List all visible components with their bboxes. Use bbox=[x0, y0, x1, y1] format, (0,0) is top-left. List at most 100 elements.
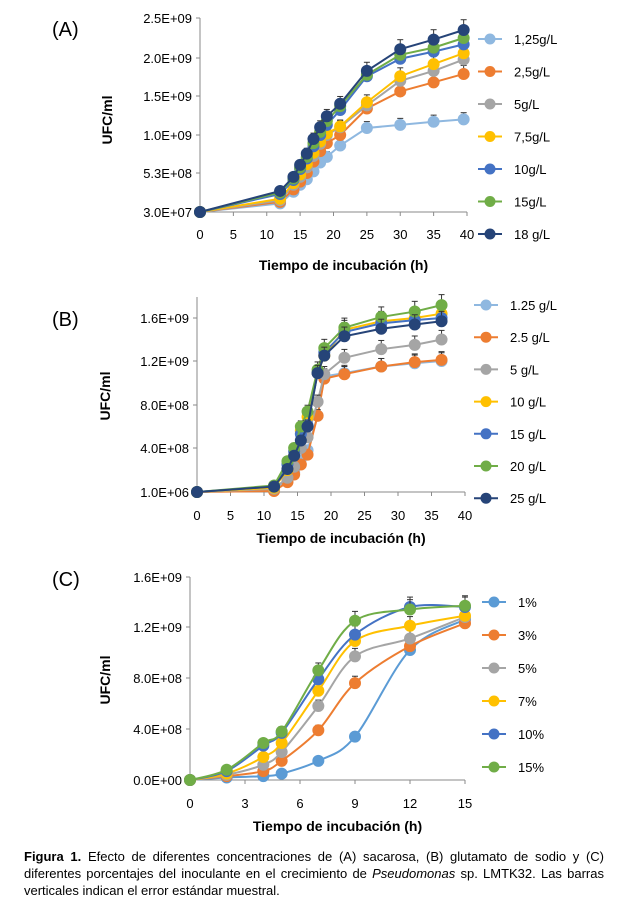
caption-text-1: Efecto de diferentes concentraciones de … bbox=[24, 849, 604, 881]
data-point bbox=[318, 349, 331, 362]
y-tick-label: 1.5E+09 bbox=[143, 89, 192, 104]
data-point bbox=[334, 139, 347, 152]
data-point bbox=[404, 619, 416, 632]
y-tick-label: 2.5E+09 bbox=[143, 11, 192, 26]
data-point bbox=[300, 147, 313, 160]
series-line bbox=[189, 618, 466, 781]
data-point bbox=[360, 64, 373, 77]
data-point bbox=[404, 632, 416, 645]
data-point bbox=[334, 97, 347, 110]
series-6 bbox=[184, 595, 471, 786]
legend-marker bbox=[488, 629, 500, 641]
legend-label: 18 g/L bbox=[514, 227, 550, 242]
data-point bbox=[320, 110, 333, 123]
x-tick-label: 20 bbox=[326, 227, 340, 242]
data-point bbox=[220, 763, 233, 776]
x-tick-label: 40 bbox=[460, 227, 474, 242]
legend-marker bbox=[484, 66, 496, 77]
data-point bbox=[294, 434, 307, 447]
series-7 bbox=[191, 310, 448, 498]
data-point bbox=[288, 449, 301, 462]
legend-marker bbox=[484, 228, 496, 240]
data-point bbox=[457, 24, 470, 36]
y-tick-label: 4.0E+08 bbox=[140, 441, 189, 456]
legend-marker bbox=[484, 33, 496, 45]
data-point bbox=[349, 730, 361, 743]
data-point bbox=[275, 725, 288, 738]
data-point bbox=[375, 322, 388, 335]
y-axis-title: UFC/ml bbox=[97, 656, 113, 705]
x-axis-title: Tiempo de incubación (h) bbox=[253, 818, 422, 834]
y-tick-label: 1.2E+09 bbox=[133, 620, 182, 635]
figure-charts: (A) 3.0E+07 5.3E+08 1.0E+09 1.5E+09 2.0E+09 2.… bbox=[52, 11, 557, 834]
legend-label: 1% bbox=[518, 595, 537, 610]
y-tick-label: 0.0E+00 bbox=[133, 773, 182, 788]
data-point bbox=[408, 318, 421, 331]
y-tick-label: 5.3E+08 bbox=[143, 166, 192, 181]
legend-label: 7% bbox=[518, 694, 537, 709]
y-tick-label: 1.6E+09 bbox=[140, 311, 189, 326]
data-point bbox=[307, 133, 320, 146]
y-tick-label: 8.0E+08 bbox=[140, 398, 189, 413]
chart-panel-1: (A) 3.0E+07 5.3E+08 1.0E+09 1.5E+09 2.0E+09 2.… bbox=[52, 11, 557, 273]
figure-caption: Figura 1. Efecto de diferentes concentra… bbox=[24, 848, 604, 899]
legend-label: 1,25g/L bbox=[514, 32, 557, 47]
data-point bbox=[349, 677, 361, 690]
legend-marker bbox=[480, 492, 492, 504]
caption-organism: Pseudomonas bbox=[372, 866, 456, 881]
x-tick-label: 15 bbox=[290, 508, 304, 523]
x-tick-label: 30 bbox=[393, 227, 407, 242]
panel-label: (C) bbox=[52, 569, 80, 591]
x-tick-label: 0 bbox=[196, 227, 203, 242]
data-point bbox=[314, 121, 327, 134]
y-tick-label: 1.0E+06 bbox=[140, 485, 189, 500]
data-point bbox=[334, 120, 347, 133]
series-1 bbox=[184, 609, 471, 786]
data-point bbox=[408, 356, 421, 369]
x-tick-label: 0 bbox=[193, 508, 200, 523]
legend-marker bbox=[488, 728, 500, 740]
data-point bbox=[435, 353, 448, 366]
legend-label: 2,5g/L bbox=[514, 65, 550, 80]
data-point bbox=[435, 299, 448, 312]
legend-marker bbox=[480, 331, 492, 343]
y-tick-label: 1.2E+09 bbox=[140, 354, 189, 369]
x-tick-label: 5 bbox=[227, 508, 234, 523]
data-point bbox=[427, 115, 440, 128]
data-point bbox=[274, 184, 287, 197]
legend-marker bbox=[488, 662, 500, 674]
data-point bbox=[360, 96, 373, 109]
legend-marker bbox=[484, 131, 496, 142]
data-point bbox=[257, 751, 270, 764]
data-point bbox=[349, 650, 361, 663]
data-point bbox=[427, 58, 440, 71]
x-tick-label: 15 bbox=[293, 227, 307, 242]
data-point bbox=[312, 684, 325, 697]
x-tick-label: 20 bbox=[324, 508, 338, 523]
x-tick-label: 5 bbox=[230, 227, 237, 242]
legend-marker bbox=[488, 596, 500, 608]
legend-label: 7,5g/L bbox=[514, 130, 550, 145]
data-point bbox=[457, 67, 470, 80]
y-tick-label: 8.0E+08 bbox=[133, 671, 182, 686]
data-point bbox=[375, 360, 388, 373]
legend-label: 20 g/L bbox=[510, 459, 546, 474]
panel-label: (A) bbox=[52, 19, 79, 41]
data-point bbox=[435, 333, 448, 346]
x-tick-label: 10 bbox=[260, 227, 274, 242]
series-7 bbox=[194, 19, 470, 218]
legend-label: 10 g/L bbox=[510, 395, 546, 410]
caption-label: Figura 1. bbox=[24, 849, 82, 864]
chart-panel-2: (B) 1.0E+06 4.0E+08 8.0E+08 1.2E+09 1.6E+09 0 5… bbox=[52, 294, 557, 546]
data-point bbox=[287, 170, 300, 183]
data-point bbox=[312, 754, 325, 767]
data-point bbox=[394, 70, 407, 83]
series-2 bbox=[194, 64, 470, 218]
data-point bbox=[360, 121, 373, 134]
series-3 bbox=[184, 606, 471, 786]
legend-label: 5% bbox=[518, 661, 537, 676]
legend-marker bbox=[480, 428, 492, 440]
legend-label: 3% bbox=[518, 628, 537, 643]
panel-label: (B) bbox=[52, 309, 79, 331]
legend-label: 1.25 g/L bbox=[510, 298, 557, 313]
